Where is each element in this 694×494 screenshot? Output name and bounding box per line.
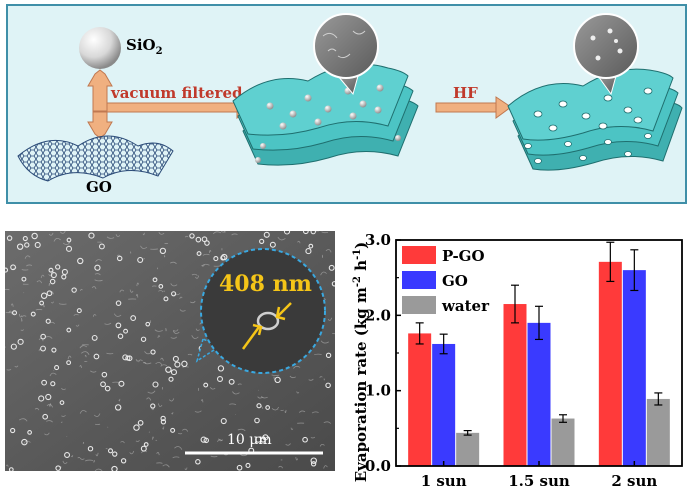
error-bar-water-2 bbox=[559, 414, 567, 423]
sio2-label: SiO2 bbox=[126, 36, 163, 57]
hf-label: HF bbox=[453, 84, 478, 102]
evaporation-rate-chart: 1 sun 1.5 sun 2 sun 0.0 1.0 2.0 3.0 P-GO GO wate… bbox=[342, 212, 690, 490]
error-bar-go-2 bbox=[535, 305, 543, 341]
fabrication-scheme-svg: SiO2 vacuum filtered GO bbox=[17, 13, 683, 196]
bar-p-go-2 bbox=[503, 304, 527, 466]
go-sheet-icon bbox=[17, 135, 174, 182]
go-sio2-stacked-sheets-icon bbox=[232, 63, 419, 166]
fabrication-scheme-panel: SiO2 vacuum filtered GO bbox=[6, 4, 687, 204]
y-tick-label: 3.0 bbox=[365, 231, 391, 249]
error-bar-p-go-3 bbox=[606, 241, 615, 283]
error-bar-go-3 bbox=[630, 249, 639, 292]
error-bar-water-1 bbox=[463, 429, 472, 436]
bar-p-go-1 bbox=[408, 333, 432, 466]
legend-swatch-water bbox=[402, 296, 436, 314]
error-bar-p-go-2 bbox=[511, 284, 519, 324]
bar-water-1 bbox=[456, 432, 480, 466]
legend-swatch-go bbox=[402, 271, 436, 289]
y-tick-label: 2.0 bbox=[365, 306, 391, 324]
legend-label-go: GO bbox=[442, 272, 468, 290]
bar-water-3 bbox=[646, 398, 670, 466]
go-label: GO bbox=[86, 178, 112, 196]
pore-size-label: 408 nm bbox=[219, 271, 312, 297]
y-tick-label: 0.0 bbox=[365, 457, 391, 475]
porous-sem-inset-bubble-icon bbox=[573, 13, 639, 96]
chart-svg: 1 sun 1.5 sun 2 sun 0.0 1.0 2.0 3.0 P-GO GO wate… bbox=[352, 231, 683, 490]
legend-label-water: water bbox=[441, 297, 490, 315]
legend-label-p-go: P-GO bbox=[442, 247, 485, 265]
error-bar-go-1 bbox=[439, 333, 448, 355]
x-tick-label: 1.5 sun bbox=[508, 472, 570, 490]
sem-inset-bubble-icon bbox=[313, 13, 379, 96]
y-tick-label: 1.0 bbox=[365, 382, 391, 400]
bar-water-2 bbox=[551, 418, 575, 466]
bar-go-3 bbox=[622, 270, 646, 466]
porous-go-stacked-sheets-icon bbox=[507, 68, 683, 171]
bar-go-2 bbox=[527, 322, 551, 466]
hf-arrow-icon bbox=[435, 96, 512, 119]
pore-magnified-inset bbox=[195, 248, 326, 374]
error-bar-water-3 bbox=[654, 392, 663, 406]
bar-go-1 bbox=[432, 343, 456, 466]
y-axis-label: Evaporation rate (kg m-2 h-1) bbox=[352, 242, 370, 483]
scale-bar-label: 10 μm bbox=[227, 432, 272, 448]
x-tick-label: 1 sun bbox=[421, 472, 467, 490]
legend-swatch-p-go bbox=[402, 246, 436, 264]
sio2-sphere-icon bbox=[79, 27, 121, 69]
sem-image-panel: 408 nm 10 μm bbox=[3, 228, 340, 473]
error-bar-p-go-1 bbox=[415, 322, 424, 345]
x-tick-label: 2 sun bbox=[611, 472, 657, 490]
sem-image: 408 nm 10 μm bbox=[3, 228, 340, 473]
vacuum-filtered-label: vacuum filtered bbox=[110, 84, 243, 102]
bar-p-go-3 bbox=[598, 261, 622, 466]
